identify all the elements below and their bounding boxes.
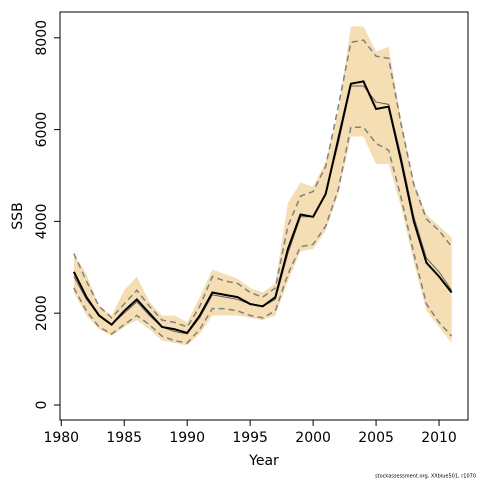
- x-tick-label: 1985: [106, 430, 142, 446]
- ci-line: [73, 39, 453, 328]
- x-tick-label: 1980: [43, 430, 79, 446]
- confidence-band: [73, 26, 452, 346]
- y-axis-label: SSB: [10, 202, 26, 229]
- y-tick-label: 0: [34, 401, 50, 410]
- x-tick-label: 1995: [232, 430, 268, 446]
- ci-line: [73, 126, 453, 344]
- x-tick-label: 2000: [295, 430, 331, 446]
- estimate-line: [72, 80, 453, 335]
- plot-frame: [59, 11, 469, 421]
- x-tick-label: 2010: [421, 430, 457, 446]
- x-tick-label: 2005: [358, 430, 394, 446]
- footer-note: stockassessment.org, XXblue501, r1070: [375, 474, 476, 480]
- y-tick-label: 8000: [34, 20, 50, 56]
- x-tick-label: 1990: [169, 430, 205, 446]
- y-tick-label: 6000: [34, 112, 50, 148]
- y-tick-label: 2000: [34, 295, 50, 331]
- x-axis-label: Year: [248, 453, 279, 469]
- y-tick-label: 4000: [34, 204, 50, 240]
